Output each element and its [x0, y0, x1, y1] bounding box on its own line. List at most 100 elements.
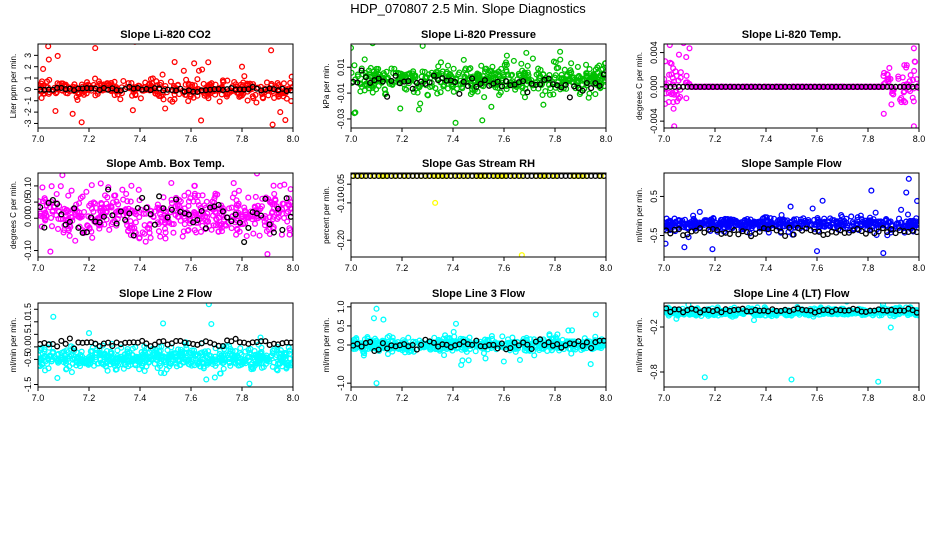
reference-point [215, 201, 222, 208]
data-point [210, 222, 217, 229]
data-point [170, 229, 177, 236]
data-point [171, 58, 178, 66]
reference-point [287, 213, 293, 220]
data-point [808, 221, 815, 228]
data-point [685, 220, 692, 227]
data-point [365, 345, 372, 352]
data-point [250, 230, 257, 237]
data-point [194, 76, 201, 83]
data-point [666, 71, 673, 78]
data-point [124, 350, 131, 357]
reference-point [151, 221, 158, 228]
outlier-point [282, 117, 289, 124]
data-point [707, 221, 714, 228]
data-point [142, 238, 149, 245]
data-point [720, 83, 727, 90]
reference-point [266, 221, 273, 228]
data-point [253, 20, 258, 25]
data-point [68, 369, 75, 376]
data-point [280, 80, 287, 87]
data-point [234, 226, 241, 233]
data-point [244, 97, 251, 104]
reference-point [583, 339, 590, 346]
reference-point [675, 226, 682, 233]
reference-point [143, 204, 150, 211]
data-point [90, 208, 97, 215]
data-point [192, 209, 199, 216]
data-point [217, 370, 224, 377]
reference-point [862, 230, 869, 237]
data-point [259, 195, 266, 202]
data-point [488, 333, 495, 340]
data-point [199, 192, 206, 199]
data-point [561, 66, 568, 73]
data-point [230, 180, 237, 187]
reference-point [490, 341, 497, 348]
data-point [586, 66, 593, 73]
data-point [248, 212, 255, 220]
data-point [220, 359, 227, 366]
data-point [221, 346, 228, 353]
data-point [781, 217, 788, 224]
data-point [424, 91, 431, 98]
x-tick-label: 7.6 [185, 134, 198, 144]
data-point [260, 363, 267, 371]
data-point [278, 231, 285, 238]
data-point [108, 88, 115, 95]
data-point [476, 72, 483, 79]
x-tick-label: 7.4 [760, 263, 773, 273]
data-point [701, 221, 708, 229]
data-point [241, 73, 248, 80]
reference-point [794, 224, 801, 232]
data-point [108, 358, 116, 365]
y-tick-label: 2 [23, 64, 33, 69]
reference-point [58, 211, 65, 218]
data-point [53, 190, 60, 198]
outlier-point [592, 311, 599, 318]
data-point [68, 187, 75, 194]
x-tick-label: 8.0 [913, 263, 926, 273]
data-point [101, 192, 109, 199]
reference-point [379, 78, 386, 85]
outlier-point [518, 252, 525, 257]
data-point [285, 344, 292, 351]
x-tick-label: 7.6 [811, 134, 824, 144]
data-point [251, 220, 259, 227]
data-point [105, 184, 112, 191]
reference-point [562, 81, 569, 88]
data-point [450, 88, 457, 95]
data-point [252, 91, 259, 98]
y-axis-label: ml/min per min. [635, 188, 644, 243]
data-point [403, 86, 410, 93]
data-point [907, 72, 914, 79]
data-point [904, 211, 912, 218]
reference-point [143, 340, 150, 347]
outlier-point [238, 63, 246, 70]
panel-4: Slope Amb. Box Temp.degrees C per min.7.… [9, 158, 299, 273]
data-point [39, 184, 46, 191]
data-point [185, 189, 192, 196]
reference-point [126, 210, 133, 217]
data-point [275, 214, 282, 221]
data-point [909, 94, 916, 101]
y-tick-label: -0.01 [336, 83, 346, 104]
data-point [123, 190, 130, 197]
data-point [519, 67, 526, 74]
data-point [889, 90, 896, 97]
data-point [283, 365, 290, 372]
data-point [455, 71, 462, 78]
reference-point [418, 341, 425, 348]
data-point [183, 345, 190, 352]
x-tick-label: 7.8 [549, 134, 562, 144]
data-point [281, 351, 288, 358]
panel-title: Slope Sample Flow [741, 158, 842, 170]
data-point [501, 61, 508, 68]
reference-point [664, 227, 670, 234]
data-point [169, 98, 176, 105]
data-point [229, 347, 236, 355]
data-point [510, 57, 517, 64]
data-point [361, 336, 368, 343]
reference-point [232, 335, 239, 342]
outlier-point [813, 248, 821, 255]
